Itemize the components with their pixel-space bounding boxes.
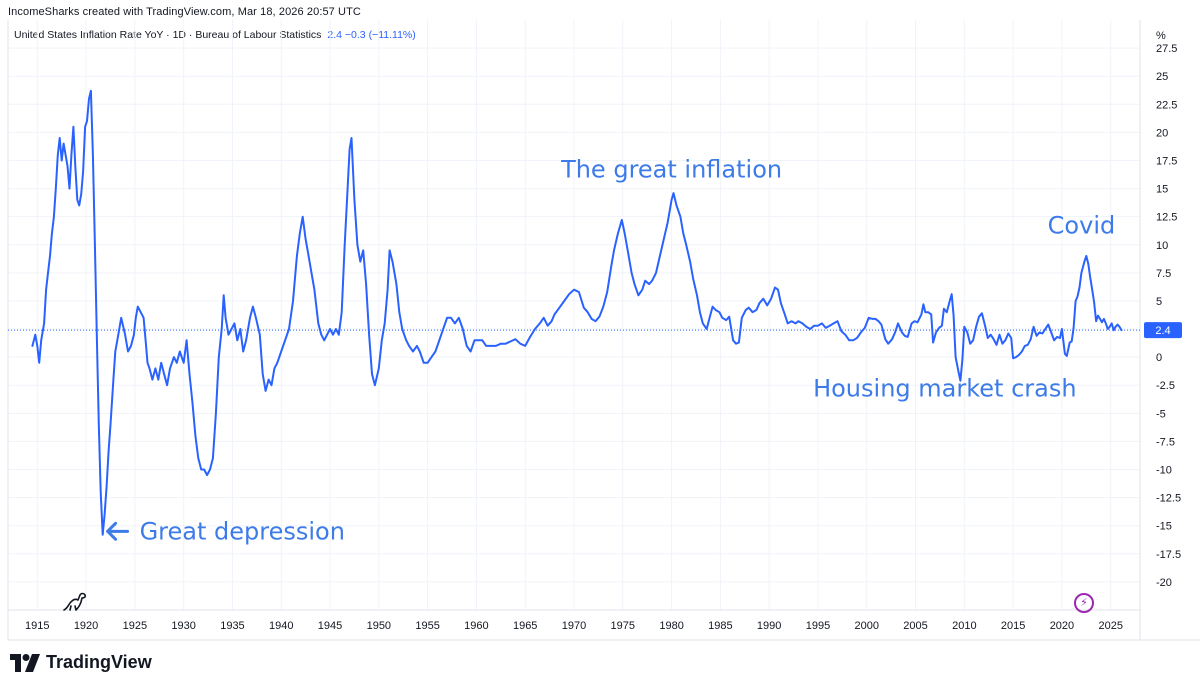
- annotation-text: Housing market crash: [813, 374, 1076, 402]
- x-tick-label: 1955: [415, 620, 439, 632]
- x-tick-label: 1980: [659, 620, 683, 632]
- x-tick-label: 1925: [123, 620, 147, 632]
- y-tick-label: -7.5: [1156, 436, 1175, 448]
- x-tick-label: 1930: [171, 620, 195, 632]
- y-tick-label: 12.5: [1156, 212, 1177, 224]
- x-tick-label: 1920: [74, 620, 98, 632]
- y-tick-label: 10: [1156, 240, 1168, 252]
- x-tick-label: 2025: [1098, 620, 1122, 632]
- y-tick-label: 5: [1156, 296, 1162, 308]
- annotation: Housing market crash: [813, 374, 1076, 402]
- inflation-line: [31, 89, 1123, 536]
- x-tick-label: 2020: [1050, 620, 1074, 632]
- y-tick-label: 20: [1156, 127, 1168, 139]
- x-axis-ticks: 1915 1920 1925 1930 1935 1940 1945 1950 1955 1960…: [25, 620, 1123, 632]
- tradingview-logo[interactable]: TradingView: [10, 652, 152, 673]
- x-tick-label: 1950: [367, 620, 391, 632]
- y-tick-label: -20: [1156, 577, 1172, 589]
- tradingview-logo-icon: [10, 653, 40, 672]
- x-tick-label: 1945: [318, 620, 342, 632]
- annotation-text: The great inflation: [560, 155, 782, 183]
- y-axis-ticks: 27.52522.52017.51512.5107.552.50-2.5-5-7…: [1156, 43, 1181, 589]
- x-tick-label: 2010: [952, 620, 976, 632]
- x-tick-label: 1975: [611, 620, 635, 632]
- y-tick-label: -15: [1156, 521, 1172, 533]
- brand-name: TradingView: [46, 652, 152, 672]
- annotations: The great inflation Covid Housing market c…: [106, 155, 1116, 545]
- x-tick-label: 1990: [757, 620, 781, 632]
- y-axis-unit-label: %: [1156, 30, 1166, 42]
- annotation-text: Great depression: [140, 517, 345, 545]
- annotation-arrow: [106, 521, 130, 541]
- y-tick-label: -2.5: [1156, 380, 1175, 392]
- last-value-tag-bg: [1144, 322, 1182, 339]
- last-value-tag-label: 2.4: [1155, 325, 1170, 337]
- x-tick-label: 1985: [708, 620, 732, 632]
- legend-value: 2.4 −0.3 (−11.11%): [327, 29, 416, 41]
- y-tick-label: -17.5: [1156, 549, 1181, 561]
- x-tick-label: 1965: [513, 620, 537, 632]
- y-tick-label: 25: [1156, 71, 1168, 83]
- y-tick-label: 7.5: [1156, 268, 1171, 280]
- x-tick-label: 1915: [25, 620, 49, 632]
- annotation-text: Covid: [1048, 212, 1116, 240]
- x-tick-label: 1995: [806, 620, 830, 632]
- y-tick-label: -5: [1156, 408, 1166, 420]
- legend-series-name: United States Inflation Rate YoY · 1D · …: [14, 29, 322, 41]
- x-tick-label: 2015: [1001, 620, 1025, 632]
- chart-credit: IncomeSharks created with TradingView.co…: [8, 6, 361, 18]
- annotation: Great depression: [106, 517, 345, 545]
- x-tick-label: 2000: [855, 620, 879, 632]
- x-tick-label: 1960: [464, 620, 488, 632]
- series-legend[interactable]: United States Inflation Rate YoY · 1D · …: [14, 29, 416, 41]
- annotation: Covid: [1048, 212, 1116, 240]
- y-tick-label: -12.5: [1156, 493, 1181, 505]
- lightning-icon[interactable]: ⚡: [1074, 593, 1094, 613]
- grid-lines: [8, 20, 1140, 610]
- y-tick-label: -10: [1156, 465, 1172, 477]
- x-tick-label: 2005: [903, 620, 927, 632]
- y-tick-label: 0: [1156, 352, 1162, 364]
- y-tick-label: 15: [1156, 184, 1168, 196]
- y-tick-label: 22.5: [1156, 99, 1177, 111]
- dinosaur-icon: [62, 590, 88, 617]
- y-tick-label: 17.5: [1156, 155, 1177, 167]
- x-tick-label: 1935: [220, 620, 244, 632]
- x-tick-label: 1940: [269, 620, 293, 632]
- last-value-tag: 2.4: [1144, 322, 1182, 339]
- annotation: The great inflation: [560, 155, 782, 183]
- x-tick-label: 1970: [562, 620, 586, 632]
- y-tick-label: 27.5: [1156, 43, 1177, 55]
